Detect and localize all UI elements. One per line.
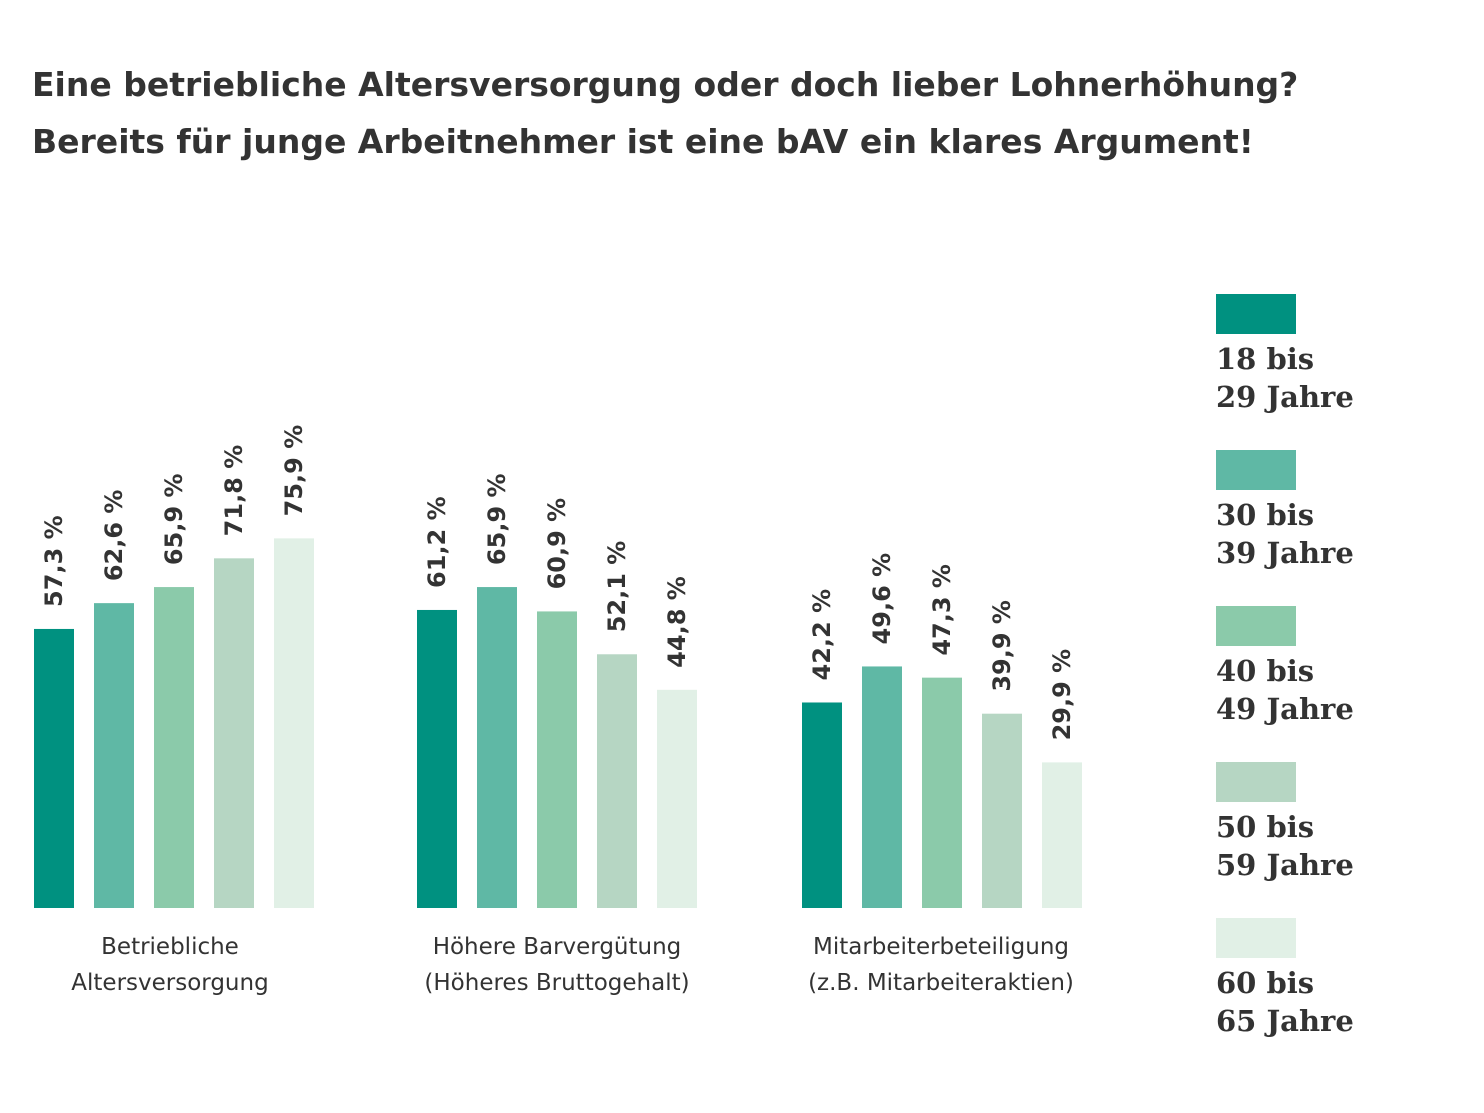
data-label: 62,6 % (100, 490, 128, 582)
bar (274, 538, 314, 908)
legend-label: 59 Jahre (1216, 848, 1354, 882)
bar (982, 713, 1022, 908)
data-label: 57,3 % (40, 515, 68, 607)
bar (1042, 762, 1082, 908)
bar (154, 587, 194, 908)
bar (657, 689, 697, 908)
bar (862, 666, 902, 908)
chart-title-line-2: Bereits für junge Arbeitnehmer ist eine … (32, 122, 1254, 161)
category-label: (z.B. Mitarbeiteraktien) (808, 970, 1074, 996)
data-label: 71,8 % (220, 445, 248, 537)
bar (94, 603, 134, 908)
data-label: 49,6 % (868, 553, 896, 645)
chart-title-line-1: Eine betriebliche Altersversorgung oder … (32, 65, 1299, 104)
data-label: 47,3 % (928, 564, 956, 656)
legend-swatch (1216, 762, 1296, 802)
data-label: 52,1 % (603, 541, 631, 633)
bar (477, 587, 517, 908)
legend-swatch (1216, 918, 1296, 958)
data-label: 61,2 % (423, 496, 451, 588)
legend-label: 40 bis (1216, 654, 1314, 688)
bar (922, 677, 962, 908)
data-label: 42,2 % (808, 589, 836, 681)
legend-swatch (1216, 606, 1296, 646)
data-label: 65,9 % (160, 473, 188, 565)
category-label: Höhere Barvergütung (433, 934, 682, 960)
bar (417, 609, 457, 908)
bar (214, 558, 254, 908)
legend-swatch (1216, 450, 1296, 490)
legend-label: 49 Jahre (1216, 692, 1354, 726)
legend-label: 18 bis (1216, 342, 1314, 376)
data-label: 65,9 % (483, 473, 511, 565)
data-label: 29,9 % (1048, 649, 1076, 741)
legend-label: 39 Jahre (1216, 536, 1354, 570)
legend-label: 29 Jahre (1216, 380, 1354, 414)
data-label: 44,8 % (663, 576, 691, 668)
bar (597, 654, 637, 908)
data-label: 75,9 % (280, 425, 308, 517)
legend-label: 60 bis (1216, 966, 1314, 1000)
category-label: Altersversorgung (71, 970, 268, 996)
bar (802, 702, 842, 908)
legend-swatch (1216, 294, 1296, 334)
legend-label: 50 bis (1216, 810, 1314, 844)
chart-title: Eine betriebliche Altersversorgung oder … (32, 56, 1432, 170)
data-label: 39,9 % (988, 600, 1016, 692)
category-label: Betriebliche (101, 934, 239, 960)
bar (34, 628, 74, 908)
data-label: 60,9 % (543, 498, 571, 590)
category-label: (Höheres Bruttogehalt) (424, 970, 689, 996)
category-label: Mitarbeiterbeteiligung (813, 934, 1069, 960)
legend-label: 65 Jahre (1216, 1004, 1354, 1038)
bar (537, 611, 577, 908)
legend-label: 30 bis (1216, 498, 1314, 532)
